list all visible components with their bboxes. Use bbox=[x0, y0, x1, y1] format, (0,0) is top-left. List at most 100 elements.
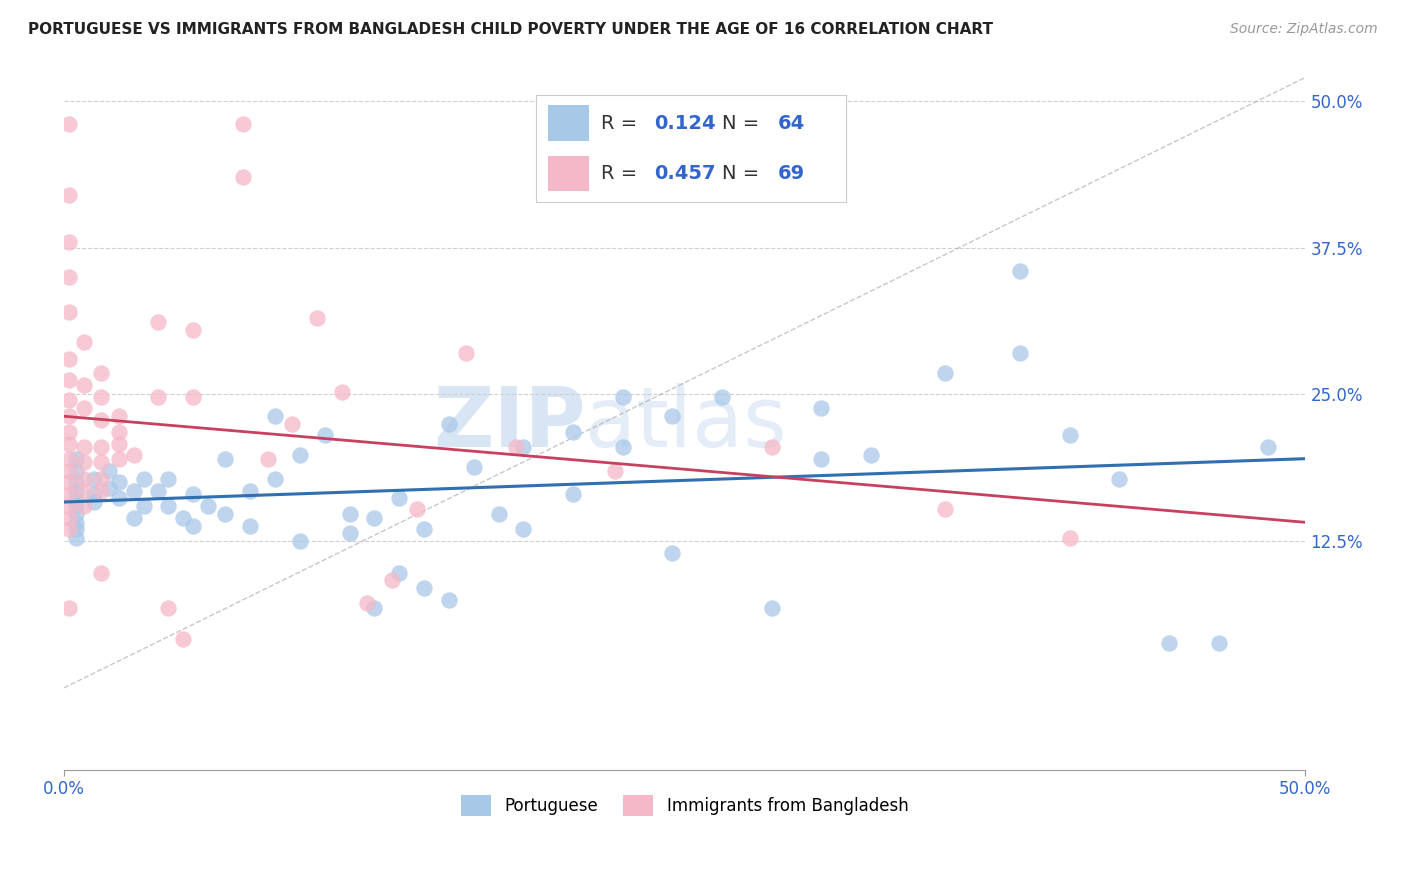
Point bbox=[181, 323, 204, 337]
Point bbox=[107, 425, 129, 439]
Point bbox=[58, 499, 80, 513]
Point bbox=[73, 499, 96, 513]
Point bbox=[810, 451, 832, 466]
Point bbox=[339, 525, 361, 540]
Point bbox=[239, 483, 262, 498]
Point bbox=[1008, 264, 1031, 278]
Point bbox=[512, 440, 534, 454]
Point bbox=[1059, 531, 1081, 545]
Point bbox=[83, 495, 105, 509]
Point bbox=[58, 270, 80, 285]
Point bbox=[58, 187, 80, 202]
Point bbox=[122, 449, 145, 463]
Point bbox=[1257, 440, 1279, 454]
Point bbox=[58, 117, 80, 131]
Point bbox=[934, 366, 956, 380]
Point bbox=[661, 409, 683, 423]
Point bbox=[58, 305, 80, 319]
Point bbox=[413, 522, 436, 536]
Point bbox=[65, 516, 87, 531]
Point bbox=[232, 117, 254, 131]
Point bbox=[107, 451, 129, 466]
Point bbox=[330, 384, 353, 399]
Point bbox=[97, 464, 120, 478]
Point bbox=[1108, 472, 1130, 486]
Point bbox=[388, 566, 411, 580]
Point bbox=[73, 378, 96, 392]
Point bbox=[65, 493, 87, 508]
Point bbox=[239, 519, 262, 533]
Point bbox=[65, 499, 87, 513]
Point bbox=[1157, 636, 1180, 650]
Point bbox=[58, 436, 80, 450]
Point bbox=[90, 366, 112, 380]
Point bbox=[661, 546, 683, 560]
Point bbox=[934, 502, 956, 516]
Point bbox=[810, 401, 832, 416]
Point bbox=[437, 592, 460, 607]
Point bbox=[181, 390, 204, 404]
Point bbox=[172, 510, 194, 524]
Point bbox=[172, 632, 194, 646]
Point bbox=[58, 425, 80, 439]
Point bbox=[256, 451, 278, 466]
Point bbox=[381, 573, 404, 587]
Point bbox=[148, 315, 170, 329]
Point bbox=[73, 401, 96, 416]
Point bbox=[288, 449, 311, 463]
Point bbox=[65, 475, 87, 490]
Point bbox=[562, 487, 585, 501]
Point bbox=[761, 440, 783, 454]
Point bbox=[1008, 346, 1031, 360]
Point bbox=[73, 334, 96, 349]
Point bbox=[58, 235, 80, 249]
Point bbox=[107, 491, 129, 505]
Point bbox=[83, 472, 105, 486]
Text: Source: ZipAtlas.com: Source: ZipAtlas.com bbox=[1230, 22, 1378, 37]
Point bbox=[90, 390, 112, 404]
Point bbox=[65, 451, 87, 466]
Point bbox=[90, 566, 112, 580]
Point bbox=[264, 472, 287, 486]
Point bbox=[288, 534, 311, 549]
Text: ZIP: ZIP bbox=[433, 384, 585, 464]
Point bbox=[90, 455, 112, 469]
Point bbox=[97, 481, 120, 495]
Point bbox=[65, 522, 87, 536]
Point bbox=[612, 440, 634, 454]
Point bbox=[214, 507, 236, 521]
Point bbox=[58, 409, 80, 423]
Point bbox=[90, 483, 112, 498]
Point bbox=[612, 390, 634, 404]
Point bbox=[58, 352, 80, 367]
Point bbox=[405, 502, 427, 516]
Point bbox=[73, 472, 96, 486]
Point bbox=[90, 472, 112, 486]
Legend: Portuguese, Immigrants from Bangladesh: Portuguese, Immigrants from Bangladesh bbox=[453, 787, 917, 824]
Point bbox=[83, 487, 105, 501]
Point bbox=[132, 472, 155, 486]
Point bbox=[107, 436, 129, 450]
Point bbox=[157, 601, 180, 615]
Point bbox=[58, 510, 80, 524]
Point bbox=[157, 472, 180, 486]
Point bbox=[859, 449, 882, 463]
Point bbox=[214, 451, 236, 466]
Point bbox=[148, 483, 170, 498]
Point bbox=[181, 487, 204, 501]
Point bbox=[65, 507, 87, 521]
Point bbox=[1208, 636, 1230, 650]
Point bbox=[58, 393, 80, 408]
Point bbox=[65, 483, 87, 498]
Point bbox=[58, 601, 80, 615]
Point bbox=[73, 483, 96, 498]
Point bbox=[157, 499, 180, 513]
Point bbox=[90, 413, 112, 427]
Point bbox=[488, 507, 510, 521]
Point bbox=[314, 428, 336, 442]
Point bbox=[463, 460, 485, 475]
Point bbox=[58, 373, 80, 387]
Point bbox=[562, 425, 585, 439]
Point bbox=[605, 464, 627, 478]
Point bbox=[264, 409, 287, 423]
